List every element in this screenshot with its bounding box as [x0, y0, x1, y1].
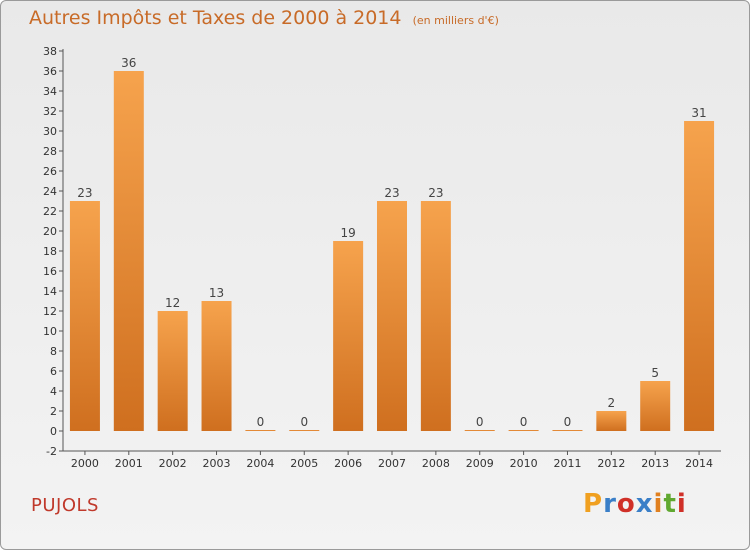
logo-letter: P [583, 489, 604, 519]
y-tick-label: 10 [43, 325, 57, 338]
x-tick-label: 2009 [466, 457, 494, 470]
bar [684, 121, 715, 431]
x-tick-label: 2011 [553, 457, 581, 470]
bar [508, 430, 539, 431]
y-tick-label: 6 [50, 365, 57, 378]
x-tick-label: 2013 [641, 457, 669, 470]
bar-value-label: 31 [691, 106, 706, 120]
logo-letter: i [653, 489, 664, 519]
chart-title-main: Autres Impôts et Taxes de 2000 à 2014 [29, 7, 402, 29]
x-tick-label: 2000 [71, 457, 99, 470]
y-tick-label: 28 [43, 145, 57, 158]
x-tick-label: 2006 [334, 457, 362, 470]
x-tick-label: 2012 [597, 457, 625, 470]
y-tick-label: 20 [43, 225, 57, 238]
y-tick-label: 30 [43, 125, 57, 138]
bar-value-label: 0 [300, 415, 308, 429]
bar-value-label: 0 [257, 415, 265, 429]
y-tick-label: 36 [43, 65, 57, 78]
x-tick-label: 2004 [246, 457, 274, 470]
bar-value-label: 0 [520, 415, 528, 429]
y-tick-label: 8 [50, 345, 57, 358]
logo-letter: x [635, 489, 654, 519]
bar-value-label: 0 [476, 415, 484, 429]
bar [333, 241, 364, 431]
bar [640, 381, 671, 431]
x-tick-label: 2008 [422, 457, 450, 470]
y-tick-label: 38 [43, 45, 57, 58]
y-tick-label: 0 [50, 425, 57, 438]
y-tick-label: 32 [43, 105, 57, 118]
y-tick-label: -2 [46, 445, 57, 458]
y-tick-label: 24 [43, 185, 57, 198]
bar-value-label: 23 [428, 186, 443, 200]
y-tick-label: 26 [43, 165, 57, 178]
bar-value-label: 23 [77, 186, 92, 200]
logo-letter: t [663, 489, 677, 519]
x-tick-label: 2005 [290, 457, 318, 470]
y-tick-label: 34 [43, 85, 57, 98]
data-labels: 23 36 12 13 0 0 19 23 23 0 0 0 2 5 31 [77, 56, 706, 429]
logo-letter: r [603, 489, 617, 519]
x-tick-label: 2010 [510, 457, 538, 470]
bar [377, 201, 407, 431]
x-tick-label: 2014 [685, 457, 713, 470]
x-tick-label: 2003 [203, 457, 231, 470]
bar [201, 301, 232, 431]
bar [113, 71, 144, 431]
chart-title-unit: (en milliers d'€) [412, 14, 499, 27]
y-tick-label: 12 [43, 305, 57, 318]
y-tick-label: 14 [43, 285, 57, 298]
bar-value-label: 12 [165, 296, 180, 310]
logo-letter: o [616, 489, 636, 519]
bar-value-label: 23 [384, 186, 399, 200]
y-tick-label: 16 [43, 265, 57, 278]
bar [464, 430, 495, 431]
axes: -202468101214161820222426283032343638200… [43, 45, 721, 470]
x-tick-label: 2007 [378, 457, 406, 470]
bar-value-label: 19 [340, 226, 355, 240]
bar-value-label: 13 [209, 286, 224, 300]
bar-value-label: 2 [608, 396, 616, 410]
chart-title: Autres Impôts et Taxes de 2000 à 2014 (e… [29, 7, 499, 29]
bar [157, 311, 188, 431]
x-tick-label: 2002 [159, 457, 187, 470]
y-tick-label: 22 [43, 205, 57, 218]
x-tick-label: 2001 [115, 457, 143, 470]
proxiti-logo[interactable]: Proxiti [583, 489, 687, 519]
bar [69, 201, 100, 431]
bar-value-label: 5 [651, 366, 659, 380]
y-tick-label: 18 [43, 245, 57, 258]
y-tick-label: 2 [50, 405, 57, 418]
commune-name: PUJOLS [31, 495, 99, 516]
bar [552, 430, 583, 431]
y-tick-label: 4 [50, 385, 57, 398]
logo-letter: i [676, 489, 687, 519]
bar-value-label: 0 [564, 415, 572, 429]
bar [420, 201, 451, 431]
bar [289, 430, 320, 431]
bar [596, 411, 627, 431]
bar [245, 430, 276, 431]
bars [69, 71, 715, 431]
bar-value-label: 36 [121, 56, 136, 70]
